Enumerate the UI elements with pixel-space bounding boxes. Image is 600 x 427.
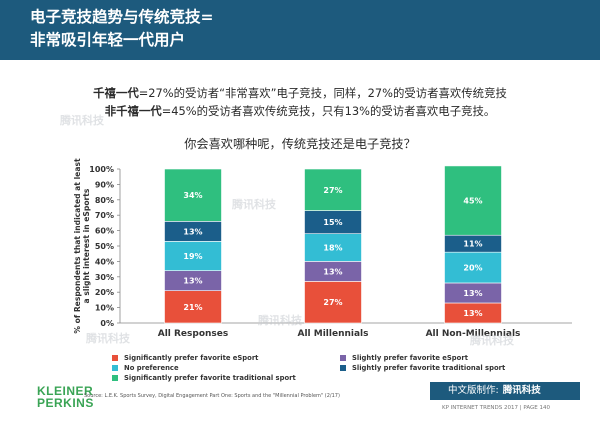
- y-axis-title-line-1: % of Respondents that indicated at least: [73, 158, 82, 334]
- intro-term-millennials: 千禧一代: [93, 86, 139, 100]
- chart-question: 你会喜欢哪种呢，传统竞技还是电子竞技？: [184, 137, 416, 151]
- data-label: 13%: [323, 267, 342, 276]
- legend-item-0: Significantly prefer favorite eSport: [112, 354, 258, 362]
- data-label: 19%: [183, 252, 202, 261]
- watermark-1: 腾讯科技: [232, 198, 276, 211]
- data-label: 13%: [463, 309, 482, 318]
- legend-swatch-0: [112, 354, 118, 361]
- y-tick-label: 10%: [95, 304, 114, 313]
- badge-text: 中文版制作:: [448, 385, 499, 396]
- logo-line1: KLEINER: [37, 384, 94, 398]
- page-title: 电子竞技趋势与传统竞技= 非常吸引年轻一代用户: [30, 6, 390, 52]
- data-label: 27%: [323, 298, 342, 307]
- kleiner-perkins-logo: KLEINER PERKINS: [37, 384, 94, 410]
- y-tick-label: 40%: [95, 257, 114, 266]
- y-tick-label: 60%: [95, 227, 114, 236]
- data-label: 27%: [323, 186, 342, 195]
- data-label: 20%: [463, 264, 482, 273]
- legend-item-1: Slightly prefer favorite eSport: [340, 354, 468, 362]
- y-tick-label: 20%: [95, 288, 114, 297]
- watermark-3: 腾讯科技: [86, 332, 130, 345]
- legend-swatch-3: [340, 364, 346, 371]
- watermark-5: 腾讯科技: [60, 114, 104, 127]
- y-tick-label: 90%: [95, 180, 114, 189]
- x-category-label: All Millennials: [298, 329, 369, 339]
- data-label: 21%: [183, 303, 202, 312]
- data-label: 45%: [463, 197, 482, 206]
- y-tick-label: 100%: [89, 165, 114, 174]
- x-category-label: All Responses: [158, 329, 229, 339]
- intro-text-2: =45%的受访者喜欢传统竞技，只有13%的受访者喜欢电子竞技。: [161, 104, 496, 118]
- data-label: 18%: [323, 244, 342, 253]
- intro-line-1: 千禧一代=27%的受访者“非常喜欢”电子竞技，同样，27%的受访者喜欢传统竞技: [0, 85, 600, 101]
- y-axis-title-line-2: a slight interest in eSports: [82, 188, 91, 303]
- watermark-2: 腾讯科技: [258, 314, 302, 327]
- bar-segment: [304, 233, 362, 262]
- y-tick-label: 50%: [95, 242, 114, 251]
- bar-segment: [304, 168, 362, 211]
- y-tick-label: 30%: [95, 273, 114, 282]
- legend-swatch-1: [340, 354, 346, 361]
- page-title-line2: 非常吸引年轻一代用户: [30, 31, 186, 49]
- translation-badge: 中文版制作: 腾讯科技: [430, 382, 580, 400]
- bar-segment: [444, 165, 502, 236]
- x-category-label: All Non-Millennials: [426, 329, 521, 339]
- y-tick-label: 0%: [100, 319, 114, 328]
- data-label: 15%: [323, 218, 342, 227]
- intro-text-1: =27%的受访者“非常喜欢”电子竞技，同样，27%的受访者喜欢传统竞技: [138, 86, 507, 100]
- badge-brand: 腾讯科技: [502, 385, 541, 396]
- page-info: KP INTERNET TRENDS 2017 | PAGE 140: [442, 405, 550, 411]
- bar-segment: [164, 168, 222, 222]
- source-note: Source: L.E.K. Sports Survey, Digital En…: [84, 393, 340, 399]
- logo-line2: PERKINS: [37, 395, 94, 410]
- data-label: 13%: [463, 289, 482, 298]
- legend-label-0: Significantly prefer favorite eSport: [124, 354, 259, 362]
- legend-swatch-2: [112, 364, 118, 371]
- legend-swatch-4: [112, 374, 118, 381]
- legend-label-4: Significantly prefer favorite traditiona…: [124, 374, 296, 382]
- data-label: 13%: [183, 277, 202, 286]
- y-tick-label: 80%: [95, 196, 114, 205]
- legend-item-2: No preference: [112, 364, 179, 372]
- bar-segment: [444, 251, 502, 284]
- bar-segment: [164, 290, 222, 324]
- legend-label-1: Slightly prefer favorite eSport: [352, 354, 468, 362]
- data-label: 34%: [183, 191, 202, 200]
- y-tick-label: 70%: [95, 211, 114, 220]
- data-label: 13%: [183, 227, 202, 236]
- intro-line-2: 非千禧一代=45%的受访者喜欢传统竞技，只有13%的受访者喜欢电子竞技。: [0, 103, 600, 119]
- intro-term-non-millennials: 非千禧一代: [104, 104, 162, 118]
- header-bar: 电子竞技趋势与传统竞技= 非常吸引年轻一代用户: [0, 0, 600, 60]
- data-label: 11%: [463, 240, 482, 249]
- page-title-line1: 电子竞技趋势与传统竞技=: [30, 8, 214, 26]
- watermark-4: 腾讯科技: [470, 334, 514, 347]
- legend-item-3: Slightly prefer favorite traditional spo…: [340, 364, 505, 372]
- legend-label-2: No preference: [124, 364, 179, 372]
- legend-label-3: Slightly prefer favorite traditional spo…: [352, 364, 506, 372]
- legend-item-4: Significantly prefer favorite traditiona…: [112, 374, 296, 382]
